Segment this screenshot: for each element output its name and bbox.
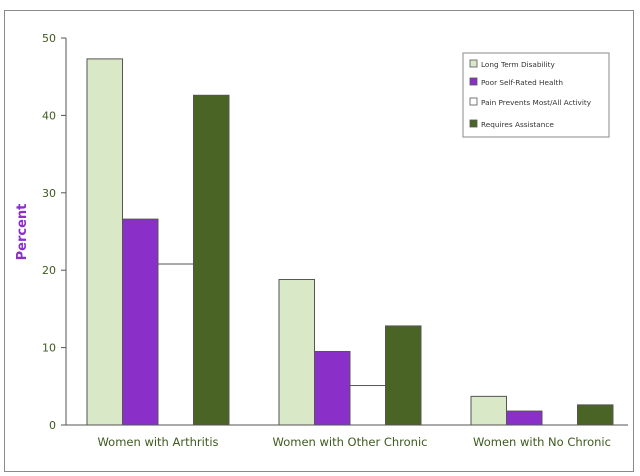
legend-swatch — [469, 59, 478, 68]
axes — [65, 38, 628, 426]
bar — [506, 410, 543, 426]
legend-swatch — [469, 119, 478, 128]
legend-entry: Pain Prevents Most/All Activity — [481, 98, 592, 107]
legend-entry: Requires Assistance — [481, 120, 554, 129]
y-tick-label: 20 — [42, 264, 56, 277]
bar — [385, 325, 422, 426]
legend-entry: Poor Self-Rated Health — [481, 78, 563, 87]
x-tick-label: Women with No Chronic — [473, 435, 611, 449]
bars — [86, 58, 614, 426]
bar — [278, 278, 315, 426]
x-tick-label: Women with Other Chronic — [273, 435, 428, 449]
y-tick-label: 40 — [42, 109, 56, 122]
bar — [314, 350, 351, 426]
y-axis-label: Percent — [15, 204, 30, 261]
x-tick-label: Women with Arthritis — [97, 435, 218, 449]
legend: Long Term Disability Poor Self-Rated Heal… — [462, 52, 610, 138]
legend-box — [462, 52, 610, 138]
x-axis-labels: Women with Arthritis Women with Other Chr… — [97, 435, 610, 449]
legend-entry: Long Term Disability — [481, 60, 555, 69]
bar — [86, 58, 123, 426]
bar — [349, 385, 386, 426]
bar — [193, 94, 230, 426]
bar — [122, 218, 159, 426]
y-tick-label: 0 — [49, 419, 56, 432]
bar — [470, 395, 507, 426]
y-tick-label: 50 — [42, 32, 56, 45]
legend-swatch — [469, 97, 478, 106]
bar — [157, 263, 194, 426]
y-axis-ticks: 0 10 20 30 40 50 — [42, 32, 66, 432]
bar — [577, 404, 614, 426]
legend-swatch — [469, 77, 478, 86]
y-tick-label: 30 — [42, 187, 56, 200]
y-tick-label: 10 — [42, 342, 56, 355]
